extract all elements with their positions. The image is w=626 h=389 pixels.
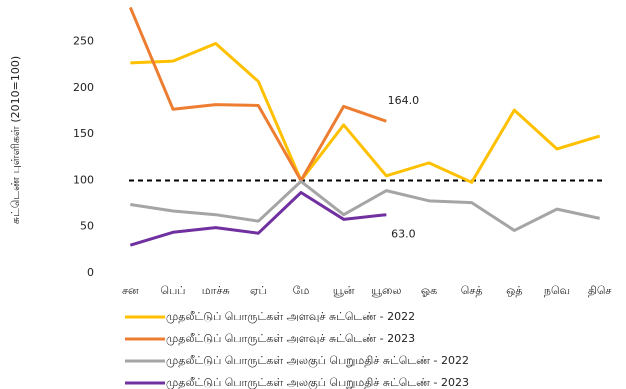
data-label: 63.0 xyxy=(391,228,416,241)
x-tick-label: திசெ xyxy=(588,284,612,297)
x-tick-label: மாச்சு xyxy=(202,284,230,297)
x-tick-label: யூன் xyxy=(333,284,355,297)
y-tick-label: 200 xyxy=(73,81,94,94)
series-line xyxy=(128,6,387,182)
y-tick-label: 150 xyxy=(73,127,94,140)
data-label: 164.0 xyxy=(388,94,420,107)
x-tick-label: பெப் xyxy=(161,284,186,297)
legend-label: முதலீட்டுப் பொருட்கள் அளவுச் சுட்டெண் - … xyxy=(166,332,415,345)
series-line xyxy=(130,41,601,184)
x-tick-label: ஒத் xyxy=(506,284,522,297)
x-tick-label: சன xyxy=(122,284,139,297)
x-tick-label: ஓக xyxy=(421,284,437,297)
x-tick-label: யூலை xyxy=(371,284,401,297)
legend-label: முதலீட்டுப் பொருட்கள் அளவுச் சுட்டெண் - … xyxy=(166,310,415,323)
x-tick-label: நவெ xyxy=(544,284,570,297)
y-tick-label: 250 xyxy=(73,35,94,48)
x-tick-label: செத் xyxy=(461,284,483,297)
y-tick-label: 100 xyxy=(73,173,94,186)
legend-label: முதலீட்டுப் பொருட்கள் அலகுப் பெறுமதிச் ச… xyxy=(166,354,469,369)
y-tick-label: 0 xyxy=(87,266,94,279)
y-tick-label: 50 xyxy=(80,220,94,233)
legend-label: முதலீட்டுப் பொருட்கள் அலகுப் பெறுமதிச் ச… xyxy=(166,376,469,389)
x-tick-label: மே xyxy=(293,284,310,297)
y-axis-label: சுட்டெண் புள்ளிகள் (2010=100) xyxy=(9,56,22,224)
series-line xyxy=(130,179,600,232)
series-line xyxy=(129,190,387,247)
x-tick-label: ஏப் xyxy=(250,284,267,297)
